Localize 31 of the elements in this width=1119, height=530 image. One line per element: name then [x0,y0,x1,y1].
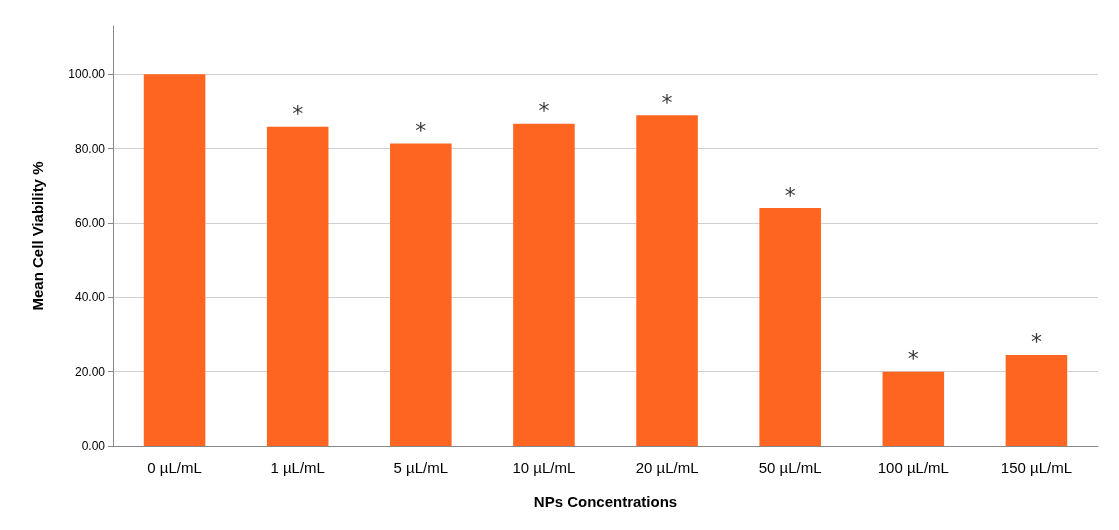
y-axis-title: Mean Cell Viability % [29,161,46,311]
annotation: * [538,98,550,124]
x-tick-label: 100 µL/mL [877,459,949,476]
y-tick-label: 60.00 [74,215,106,230]
x-tick-label: 1 µL/mL [270,459,325,476]
x-tick-label: 10 µL/mL [512,459,576,476]
annotation: * [415,117,427,143]
y-tick-label: 80.00 [74,141,106,156]
annotation: * [1030,329,1042,355]
bar [1005,354,1068,446]
bar [143,74,206,446]
bar [882,371,945,446]
x-tick-label: 150 µL/mL [1000,459,1073,476]
bar [759,208,821,446]
y-tick-label: 40.00 [74,290,106,305]
annotation: * [292,101,304,127]
bar [266,126,329,446]
x-tick-label: 50 µL/mL [758,459,822,476]
bar [513,123,575,446]
annotation: * [907,346,919,372]
bar [390,143,452,446]
y-tick-label: 100.00 [68,67,106,82]
x-tick-label: 20 µL/mL [635,459,699,476]
y-tick-label: 0.00 [81,439,106,453]
bar [636,115,698,446]
x-tick-label: 5 µL/mL [393,459,449,476]
x-axis-title: NPs Concentrations [533,493,678,510]
annotation: * [661,89,673,115]
x-tick-label: 0 µL/mL [147,459,202,476]
y-tick-label: 20.00 [74,364,106,379]
annotation: * [784,182,796,208]
